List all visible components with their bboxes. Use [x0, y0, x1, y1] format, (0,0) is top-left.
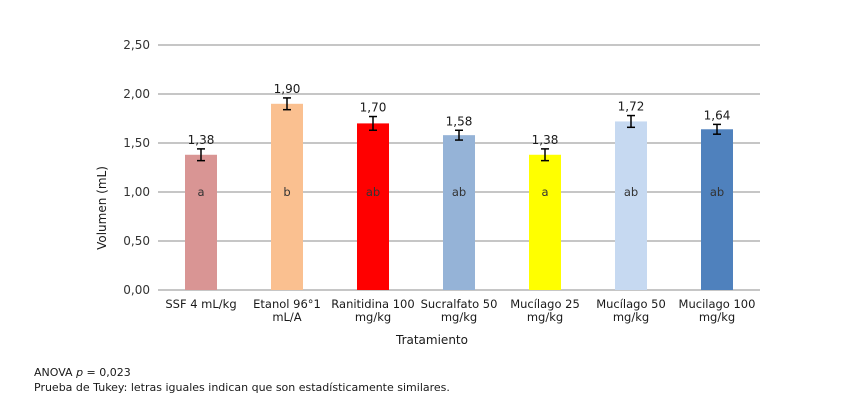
group-letter: ab — [366, 185, 380, 199]
y-tick-label: 1,00 — [123, 185, 150, 199]
data-label: 1,72 — [618, 100, 645, 114]
y-axis-ticks: 0,00 0,50 1,00 1,50 2,00 2,50 — [123, 38, 150, 297]
group-letter: ab — [710, 185, 724, 199]
group-letter: ab — [624, 185, 638, 199]
data-label: 1,38 — [188, 133, 215, 147]
bar — [185, 154, 217, 290]
chart-notes: ANOVA p = 0,023 Prueba de Tukey: letras … — [34, 365, 450, 395]
data-label: 1,58 — [446, 114, 473, 128]
group-letter: b — [283, 185, 290, 199]
y-axis-title: Volumen (mL) — [95, 166, 109, 250]
anova-value: = 0,023 — [83, 366, 131, 379]
bar — [271, 103, 303, 290]
bar — [701, 129, 733, 290]
x-category-label: Ranitidina 100 — [331, 297, 414, 311]
x-category-label: Mucílago 50 — [596, 297, 666, 311]
anova-prefix: ANOVA — [34, 366, 77, 379]
bar — [615, 121, 647, 290]
bar-chart: 0,00 0,50 1,00 1,50 2,00 2,50 1,38 a 1,90 b 1,70 a… — [95, 38, 760, 347]
bar — [529, 154, 561, 290]
data-label: 1,64 — [704, 108, 731, 122]
bar — [357, 123, 389, 291]
x-category-label: Sucralfato 50 — [421, 297, 498, 311]
anova-p: p — [76, 366, 84, 379]
y-tick-label: 2,00 — [123, 87, 150, 101]
bars: 1,38 a 1,90 b 1,70 ab 1,58 ab 1,38 a 1,72 ab 1,64 ab — [185, 82, 733, 291]
x-category-label: mg/kg — [613, 310, 649, 324]
group-letter: a — [197, 185, 204, 199]
x-category-label: Mucílago 25 — [510, 297, 580, 311]
y-tick-label: 0,50 — [123, 234, 150, 248]
x-axis-title: Tratamiento — [395, 333, 468, 347]
x-axis-categories: SSF 4 mL/kg Etanol 96°1mL/A Ranitidina 100… — [165, 297, 755, 324]
anova-note: ANOVA p = 0,023 — [34, 365, 450, 380]
x-category-label: Etanol 96°1 — [253, 297, 321, 311]
x-category-label: mg/kg — [355, 310, 391, 324]
x-category-label: SSF 4 mL/kg — [165, 297, 236, 311]
y-tick-label: 0,00 — [123, 283, 150, 297]
x-category-label: mg/kg — [441, 310, 477, 324]
x-category-label: mg/kg — [699, 310, 735, 324]
data-label: 1,70 — [360, 101, 387, 115]
tukey-note: Prueba de Tukey: letras iguales indican … — [34, 381, 450, 394]
data-label: 1,90 — [274, 82, 301, 96]
x-category-label: mL/A — [272, 310, 301, 324]
data-label: 1,38 — [532, 133, 559, 147]
x-category-label: Mucilago 100 — [679, 297, 756, 311]
group-letter: ab — [452, 185, 466, 199]
bar — [443, 135, 475, 290]
x-category-label: mg/kg — [527, 310, 563, 324]
y-tick-label: 1,50 — [123, 136, 150, 150]
y-tick-label: 2,50 — [123, 38, 150, 52]
group-letter: a — [541, 185, 548, 199]
